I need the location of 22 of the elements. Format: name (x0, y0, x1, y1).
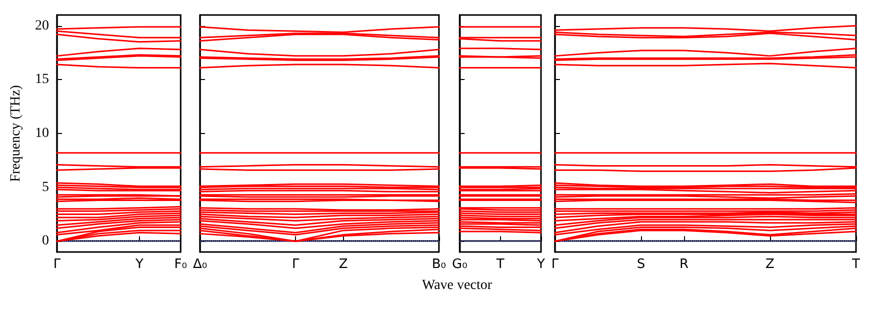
y-tick-label: 10 (35, 126, 49, 141)
y-tick-label: 0 (42, 234, 49, 249)
x-tick-label: Γ (551, 257, 560, 272)
x-tick-label: T (851, 257, 860, 272)
x-tick-label: B₀ (432, 257, 446, 272)
x-tick-label: Y (134, 257, 144, 272)
x-axis-title: Wave vector (421, 278, 493, 294)
x-tick-label: R (679, 257, 689, 272)
x-tick-label: Δ₀ (193, 257, 208, 272)
x-tick-label: Z (338, 257, 348, 272)
y-tick-label: 15 (35, 72, 49, 88)
y-axis-title: Frequency (THz) (8, 84, 24, 182)
y-tick-label: 20 (35, 18, 49, 34)
x-tick-label: S (636, 257, 646, 272)
y-tick-label: 5 (42, 180, 49, 195)
x-tick-label: Z (766, 257, 775, 272)
x-tick-label: F₀ (174, 257, 188, 272)
x-tick-label: G₀ (452, 257, 468, 272)
x-tick-label: Γ (292, 257, 300, 272)
x-tick-label: Y (536, 257, 546, 272)
x-tick-label: Γ (53, 257, 62, 272)
x-tick-label: T (495, 257, 504, 272)
